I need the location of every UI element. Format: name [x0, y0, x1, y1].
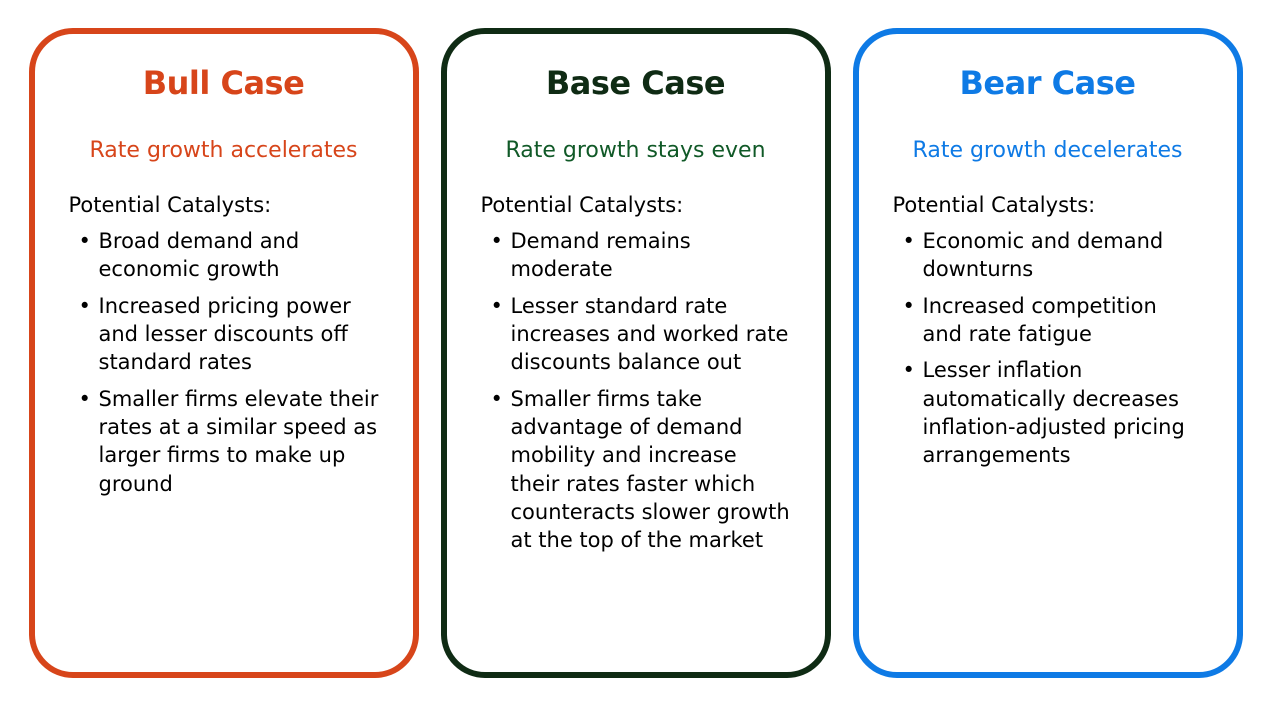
bear-case-subtitle: Rate growth decelerates	[893, 138, 1203, 163]
bear-catalysts-list: Economic and demand downturns Increased …	[893, 227, 1203, 470]
list-item: Increased pricing power and lesser disco…	[69, 292, 379, 377]
base-case-title: Base Case	[481, 64, 791, 102]
list-item: Demand remains moderate	[481, 227, 791, 284]
list-item: Smaller firms take advantage of demand m…	[481, 385, 791, 555]
bull-case-card: Bull Case Rate growth accelerates Potent…	[29, 28, 419, 678]
list-item: Lesser inflation automatically decreases…	[893, 356, 1203, 469]
list-item: Economic and demand downturns	[893, 227, 1203, 284]
bull-case-title: Bull Case	[69, 64, 379, 102]
bull-case-subtitle: Rate growth accelerates	[69, 138, 379, 163]
bull-catalysts-list: Broad demand and economic growth Increas…	[69, 227, 379, 498]
base-case-card: Base Case Rate growth stays even Potenti…	[441, 28, 831, 678]
list-item: Smaller firms elevate their rates at a s…	[69, 385, 379, 498]
base-catalysts-list: Demand remains moderate Lesser standard …	[481, 227, 791, 555]
bull-catalysts-label: Potential Catalysts:	[69, 193, 379, 217]
list-item: Increased competition and rate fatigue	[893, 292, 1203, 349]
bear-case-card: Bear Case Rate growth decelerates Potent…	[853, 28, 1243, 678]
scenario-cards-row: Bull Case Rate growth accelerates Potent…	[29, 28, 1243, 678]
base-catalysts-label: Potential Catalysts:	[481, 193, 791, 217]
list-item: Lesser standard rate increases and worke…	[481, 292, 791, 377]
bear-case-title: Bear Case	[893, 64, 1203, 102]
base-case-subtitle: Rate growth stays even	[481, 138, 791, 163]
list-item: Broad demand and economic growth	[69, 227, 379, 284]
bear-catalysts-label: Potential Catalysts:	[893, 193, 1203, 217]
